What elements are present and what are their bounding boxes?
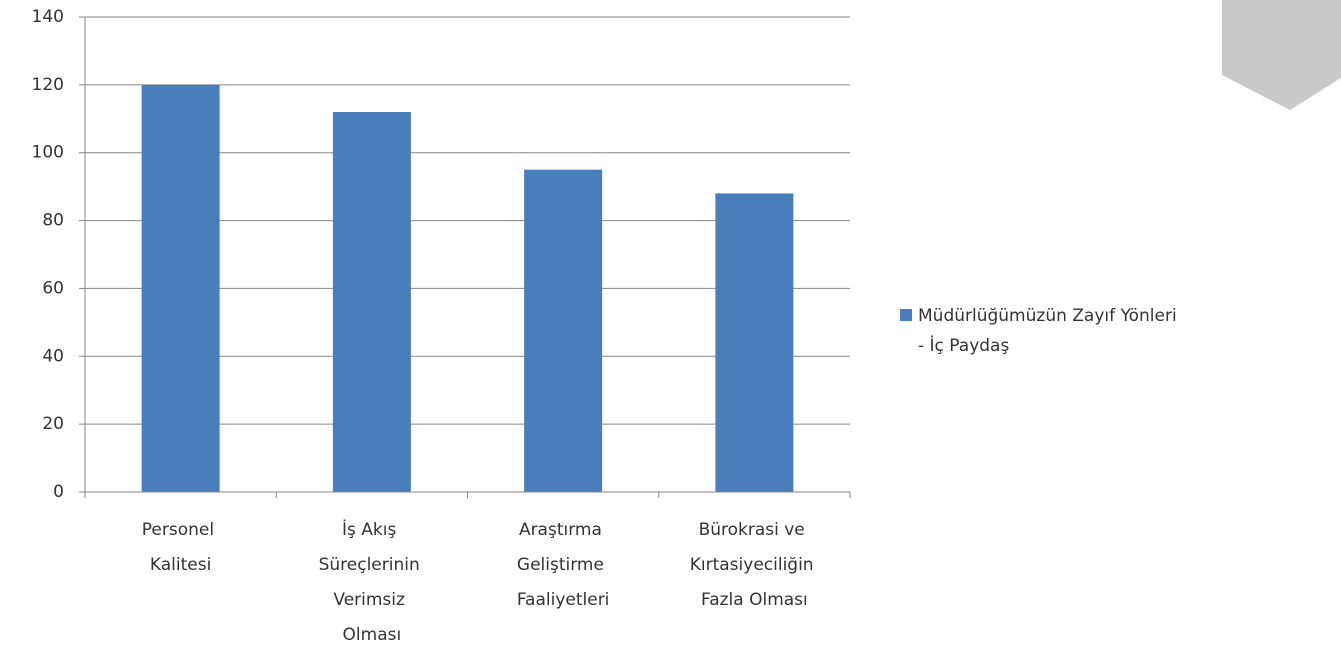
x-tick-label: Personel Kalitesi bbox=[142, 520, 220, 575]
bar bbox=[524, 169, 603, 492]
decoration bbox=[1222, 0, 1341, 110]
y-tick-label: 120 bbox=[32, 75, 64, 95]
bar bbox=[715, 193, 794, 492]
legend-swatch bbox=[900, 309, 912, 321]
bar bbox=[141, 84, 220, 492]
y-tick-label: 80 bbox=[42, 211, 64, 231]
y-tick-label: 100 bbox=[32, 143, 64, 163]
y-tick-label: 60 bbox=[42, 278, 64, 298]
y-tick-label: 40 bbox=[42, 346, 64, 366]
y-tick-label: 20 bbox=[42, 414, 64, 434]
y-tick-label: 140 bbox=[32, 7, 64, 27]
bar bbox=[332, 112, 411, 492]
x-tick-label: Bürokrasi ve Kırtasiyeciliğin Fazla Olma… bbox=[690, 520, 819, 610]
legend-label: Müdürlüğümüzün Zayıf Yönleri - İç Paydaş bbox=[918, 306, 1182, 356]
y-tick-label: 0 bbox=[53, 482, 64, 502]
x-tick-label: İş Akış Süreçlerinin Verimsiz Olması bbox=[319, 519, 426, 645]
x-tick-label: Araştırma Geliştirme Faaliyetleri bbox=[517, 520, 610, 610]
